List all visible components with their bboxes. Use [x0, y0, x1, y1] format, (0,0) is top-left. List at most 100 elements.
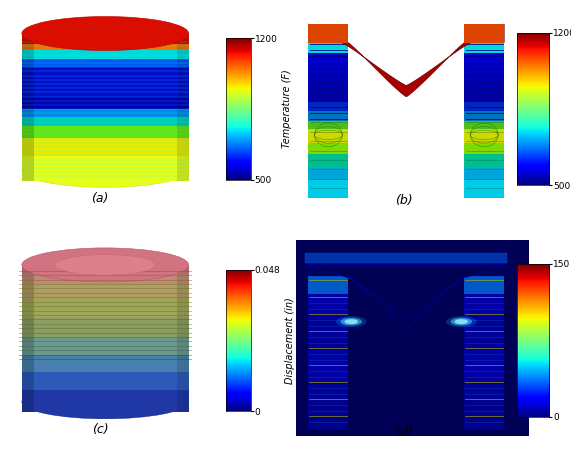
Polygon shape — [308, 311, 348, 314]
Polygon shape — [22, 408, 188, 409]
Polygon shape — [22, 309, 188, 310]
Polygon shape — [464, 383, 504, 386]
Polygon shape — [308, 381, 348, 383]
Polygon shape — [22, 272, 188, 274]
Polygon shape — [308, 360, 348, 363]
Polygon shape — [308, 365, 348, 368]
Polygon shape — [464, 342, 504, 345]
Polygon shape — [22, 265, 34, 412]
Polygon shape — [464, 158, 504, 160]
Polygon shape — [308, 131, 348, 133]
Polygon shape — [22, 343, 188, 344]
Polygon shape — [22, 78, 188, 79]
Polygon shape — [22, 290, 188, 292]
Polygon shape — [464, 41, 504, 43]
Polygon shape — [22, 386, 188, 387]
Polygon shape — [464, 309, 504, 311]
Polygon shape — [308, 105, 348, 108]
Polygon shape — [464, 54, 504, 56]
Polygon shape — [22, 378, 188, 380]
Polygon shape — [308, 117, 348, 119]
Polygon shape — [22, 151, 188, 153]
Polygon shape — [308, 54, 348, 56]
Polygon shape — [464, 411, 504, 414]
Polygon shape — [464, 288, 504, 291]
Polygon shape — [464, 121, 504, 123]
Polygon shape — [308, 53, 348, 54]
Polygon shape — [22, 368, 188, 369]
Polygon shape — [308, 358, 348, 360]
Polygon shape — [22, 384, 188, 386]
Polygon shape — [308, 302, 348, 304]
Polygon shape — [308, 68, 348, 70]
Polygon shape — [308, 45, 348, 47]
Polygon shape — [308, 147, 348, 149]
Polygon shape — [308, 327, 348, 329]
Polygon shape — [22, 76, 188, 78]
Polygon shape — [308, 324, 348, 327]
Polygon shape — [22, 138, 188, 140]
Polygon shape — [308, 49, 348, 50]
Polygon shape — [464, 327, 504, 329]
Polygon shape — [308, 70, 348, 72]
Polygon shape — [22, 97, 188, 98]
Polygon shape — [464, 160, 504, 162]
Polygon shape — [22, 44, 188, 45]
Polygon shape — [308, 99, 348, 102]
Polygon shape — [22, 170, 188, 172]
Polygon shape — [308, 74, 348, 76]
Polygon shape — [464, 157, 504, 158]
Polygon shape — [464, 419, 504, 421]
Polygon shape — [22, 358, 188, 359]
Polygon shape — [22, 374, 188, 375]
Polygon shape — [22, 106, 188, 107]
Polygon shape — [308, 296, 348, 299]
Polygon shape — [308, 288, 348, 291]
Polygon shape — [308, 421, 348, 424]
Polygon shape — [22, 355, 188, 356]
Polygon shape — [464, 381, 504, 383]
Polygon shape — [464, 141, 504, 143]
Polygon shape — [464, 317, 504, 319]
Polygon shape — [22, 338, 188, 340]
Polygon shape — [464, 47, 504, 49]
Polygon shape — [22, 410, 188, 412]
Polygon shape — [464, 113, 504, 115]
Polygon shape — [22, 128, 188, 129]
Polygon shape — [464, 190, 504, 192]
Polygon shape — [22, 145, 188, 147]
Polygon shape — [464, 291, 504, 294]
Polygon shape — [22, 285, 188, 287]
Polygon shape — [308, 170, 348, 172]
Polygon shape — [464, 68, 504, 70]
Polygon shape — [22, 120, 188, 122]
Polygon shape — [464, 188, 504, 190]
Polygon shape — [22, 371, 188, 372]
Polygon shape — [464, 123, 504, 125]
Polygon shape — [308, 284, 348, 286]
Polygon shape — [22, 372, 188, 374]
Polygon shape — [464, 294, 504, 296]
Polygon shape — [464, 358, 504, 360]
Polygon shape — [22, 72, 188, 73]
Polygon shape — [464, 111, 504, 113]
Polygon shape — [22, 292, 188, 293]
Polygon shape — [22, 136, 188, 138]
Polygon shape — [308, 317, 348, 319]
Polygon shape — [22, 328, 188, 329]
Polygon shape — [22, 122, 188, 123]
Polygon shape — [308, 335, 348, 337]
Polygon shape — [22, 380, 188, 381]
Polygon shape — [464, 125, 504, 127]
Polygon shape — [464, 424, 504, 427]
Ellipse shape — [455, 319, 468, 324]
Polygon shape — [22, 92, 188, 94]
Polygon shape — [22, 320, 188, 321]
Polygon shape — [22, 53, 188, 54]
Polygon shape — [464, 184, 504, 186]
Polygon shape — [464, 58, 504, 60]
Polygon shape — [308, 276, 348, 279]
Polygon shape — [22, 344, 188, 346]
Polygon shape — [22, 114, 188, 116]
Polygon shape — [464, 143, 504, 145]
